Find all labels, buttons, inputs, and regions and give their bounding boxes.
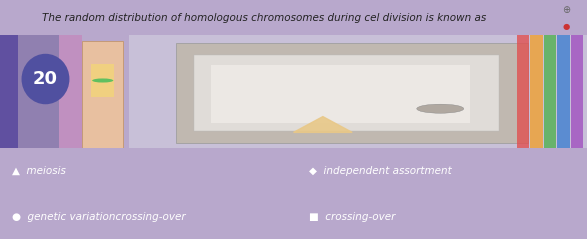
Text: 20: 20 (33, 70, 58, 88)
Bar (571, 35, 583, 148)
Bar (82, 41, 123, 148)
Bar (194, 54, 499, 131)
Text: ▲  meiosis: ▲ meiosis (12, 166, 66, 175)
Text: ◆  independent assortment: ◆ independent assortment (309, 166, 451, 175)
Bar (544, 35, 556, 148)
Bar (530, 35, 543, 148)
Text: ■  crossing-over: ■ crossing-over (309, 212, 395, 222)
Bar (129, 35, 587, 148)
Circle shape (92, 78, 113, 82)
Text: ●: ● (563, 22, 570, 31)
Bar (211, 65, 470, 123)
Bar (91, 64, 114, 98)
Bar (557, 35, 570, 148)
Text: ⊕: ⊕ (562, 5, 571, 15)
Bar (0, 35, 18, 148)
Circle shape (22, 54, 69, 104)
Text: ●  genetic variationcrossing-over: ● genetic variationcrossing-over (12, 212, 185, 222)
Bar (59, 35, 82, 148)
Polygon shape (294, 117, 352, 132)
Text: The random distribution of homologous chromosomes during cel division is known a: The random distribution of homologous ch… (42, 13, 486, 23)
Bar (176, 43, 528, 142)
Circle shape (417, 104, 464, 113)
Bar (517, 35, 529, 148)
Bar (0, 35, 76, 148)
